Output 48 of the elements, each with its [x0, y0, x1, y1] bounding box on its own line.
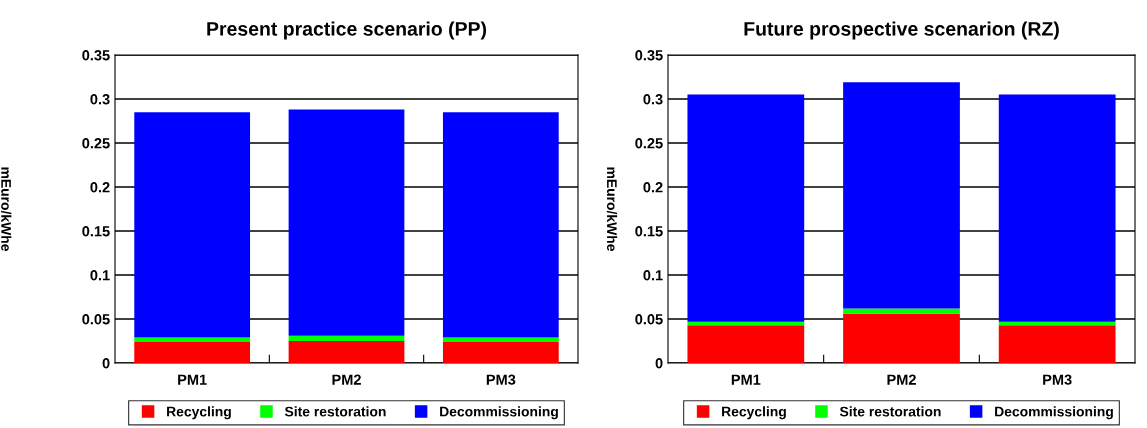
y-tick-label: 0.2 — [90, 182, 110, 193]
y-tick-label: 0.35 — [82, 50, 110, 61]
legend-label: Recycling — [167, 406, 231, 420]
bar — [134, 341, 251, 363]
x-tick-label: PM1 — [178, 374, 207, 385]
legend-label: Decommissioning — [995, 406, 1113, 420]
y-tick-label: 0.25 — [82, 138, 110, 149]
chart-title: Present practice scenario (PP) — [207, 21, 487, 40]
legend-label: Recycling — [722, 406, 786, 420]
legend-label: Site restoration — [284, 406, 386, 417]
chart-title: Future prospective scenarion (RZ) — [744, 21, 1059, 40]
y-tick-label: 0.3 — [90, 94, 110, 105]
bar — [442, 112, 559, 338]
bar — [998, 325, 1116, 363]
bar — [288, 335, 405, 341]
y-tick-label: 0.15 — [635, 226, 663, 237]
bar — [843, 313, 960, 363]
bar — [843, 308, 960, 314]
y-axis-title: mEuro/kWhe — [606, 167, 618, 251]
y-tick-label: 0.05 — [82, 314, 110, 325]
x-tick-label: PM1 — [731, 374, 761, 385]
y-tick-label: 0.1 — [643, 270, 663, 281]
y-tick-label: 0.15 — [82, 226, 110, 237]
legend-label: Site restoration — [839, 406, 941, 417]
y-tick-label: 0.35 — [635, 50, 663, 61]
x-tick-label: PM3 — [486, 374, 516, 385]
x-tick-label: PM3 — [1043, 374, 1072, 385]
bar — [134, 337, 251, 342]
y-tick-label: 0.25 — [635, 138, 663, 149]
legend-label: Decommissioning — [440, 406, 558, 420]
y-tick-label: 0 — [655, 358, 663, 369]
y-tick-label: 0.2 — [643, 182, 663, 193]
bar — [687, 94, 805, 322]
bar — [687, 325, 805, 363]
bar — [843, 82, 960, 309]
bar — [288, 341, 405, 363]
y-tick-label: 0 — [102, 358, 110, 369]
bar — [442, 337, 559, 342]
y-tick-label: 0.1 — [90, 270, 110, 281]
bar — [288, 109, 405, 336]
bar — [998, 94, 1116, 322]
bar — [442, 341, 559, 363]
x-tick-label: PM2 — [332, 374, 361, 385]
y-axis-title: mEuro/kWhe — [1, 167, 12, 251]
y-tick-label: 0.3 — [643, 94, 663, 105]
x-tick-label: PM2 — [887, 374, 916, 385]
bar — [134, 112, 251, 338]
y-tick-label: 0.05 — [635, 314, 663, 325]
